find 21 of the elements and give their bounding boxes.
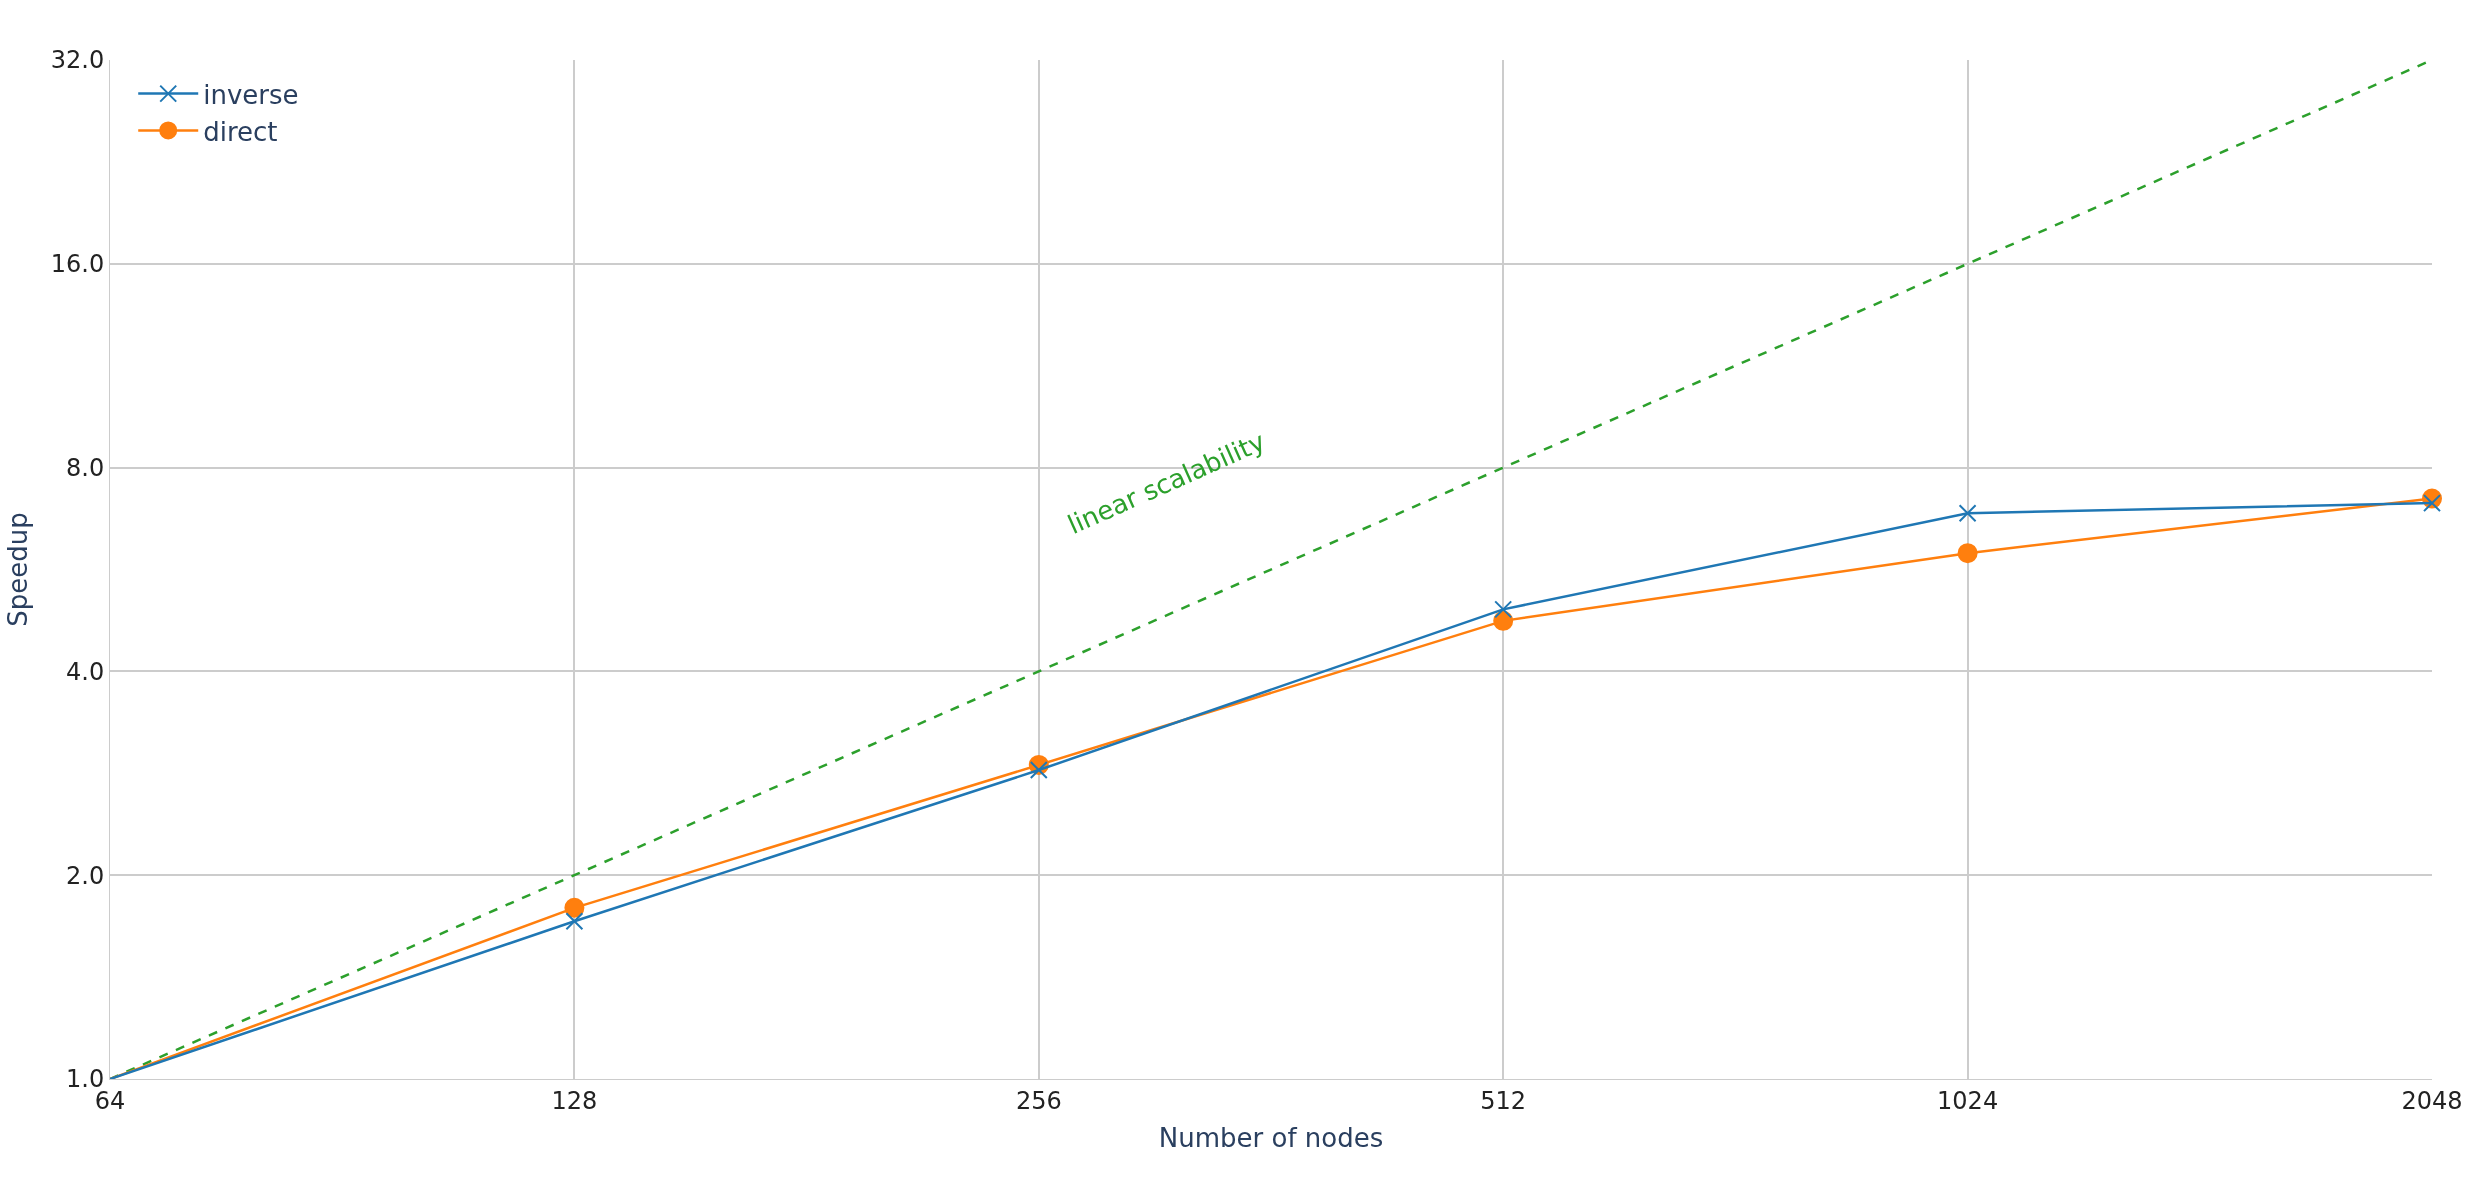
point (1494, 600, 1513, 619)
point (1958, 504, 1977, 523)
y-tick-label: 4.0 (66, 657, 105, 686)
x-tick-label: 1024 (1937, 1086, 1999, 1115)
y-axis-title: Speedup (3, 512, 34, 627)
y-tick-label: 16.0 (50, 250, 105, 279)
x-axis-title: Number of nodes (1158, 1123, 1384, 1154)
y-tick-label: 2.0 (66, 861, 105, 890)
legend-label: inverse (203, 79, 299, 110)
x-tick-label: 2048 (2401, 1086, 2463, 1115)
point (1029, 761, 1048, 780)
point (565, 912, 584, 931)
x-tick-label: 256 (1015, 1086, 1062, 1115)
y-tick-label: 8.0 (66, 454, 105, 482)
legend-label: direct (203, 116, 278, 147)
point (2423, 494, 2441, 513)
point (564, 897, 585, 918)
point (1957, 543, 1978, 564)
y-tick-label: 32.0 (50, 46, 105, 75)
x-tick-label: 512 (1480, 1086, 1527, 1115)
x-tick-label: 128 (551, 1086, 598, 1115)
